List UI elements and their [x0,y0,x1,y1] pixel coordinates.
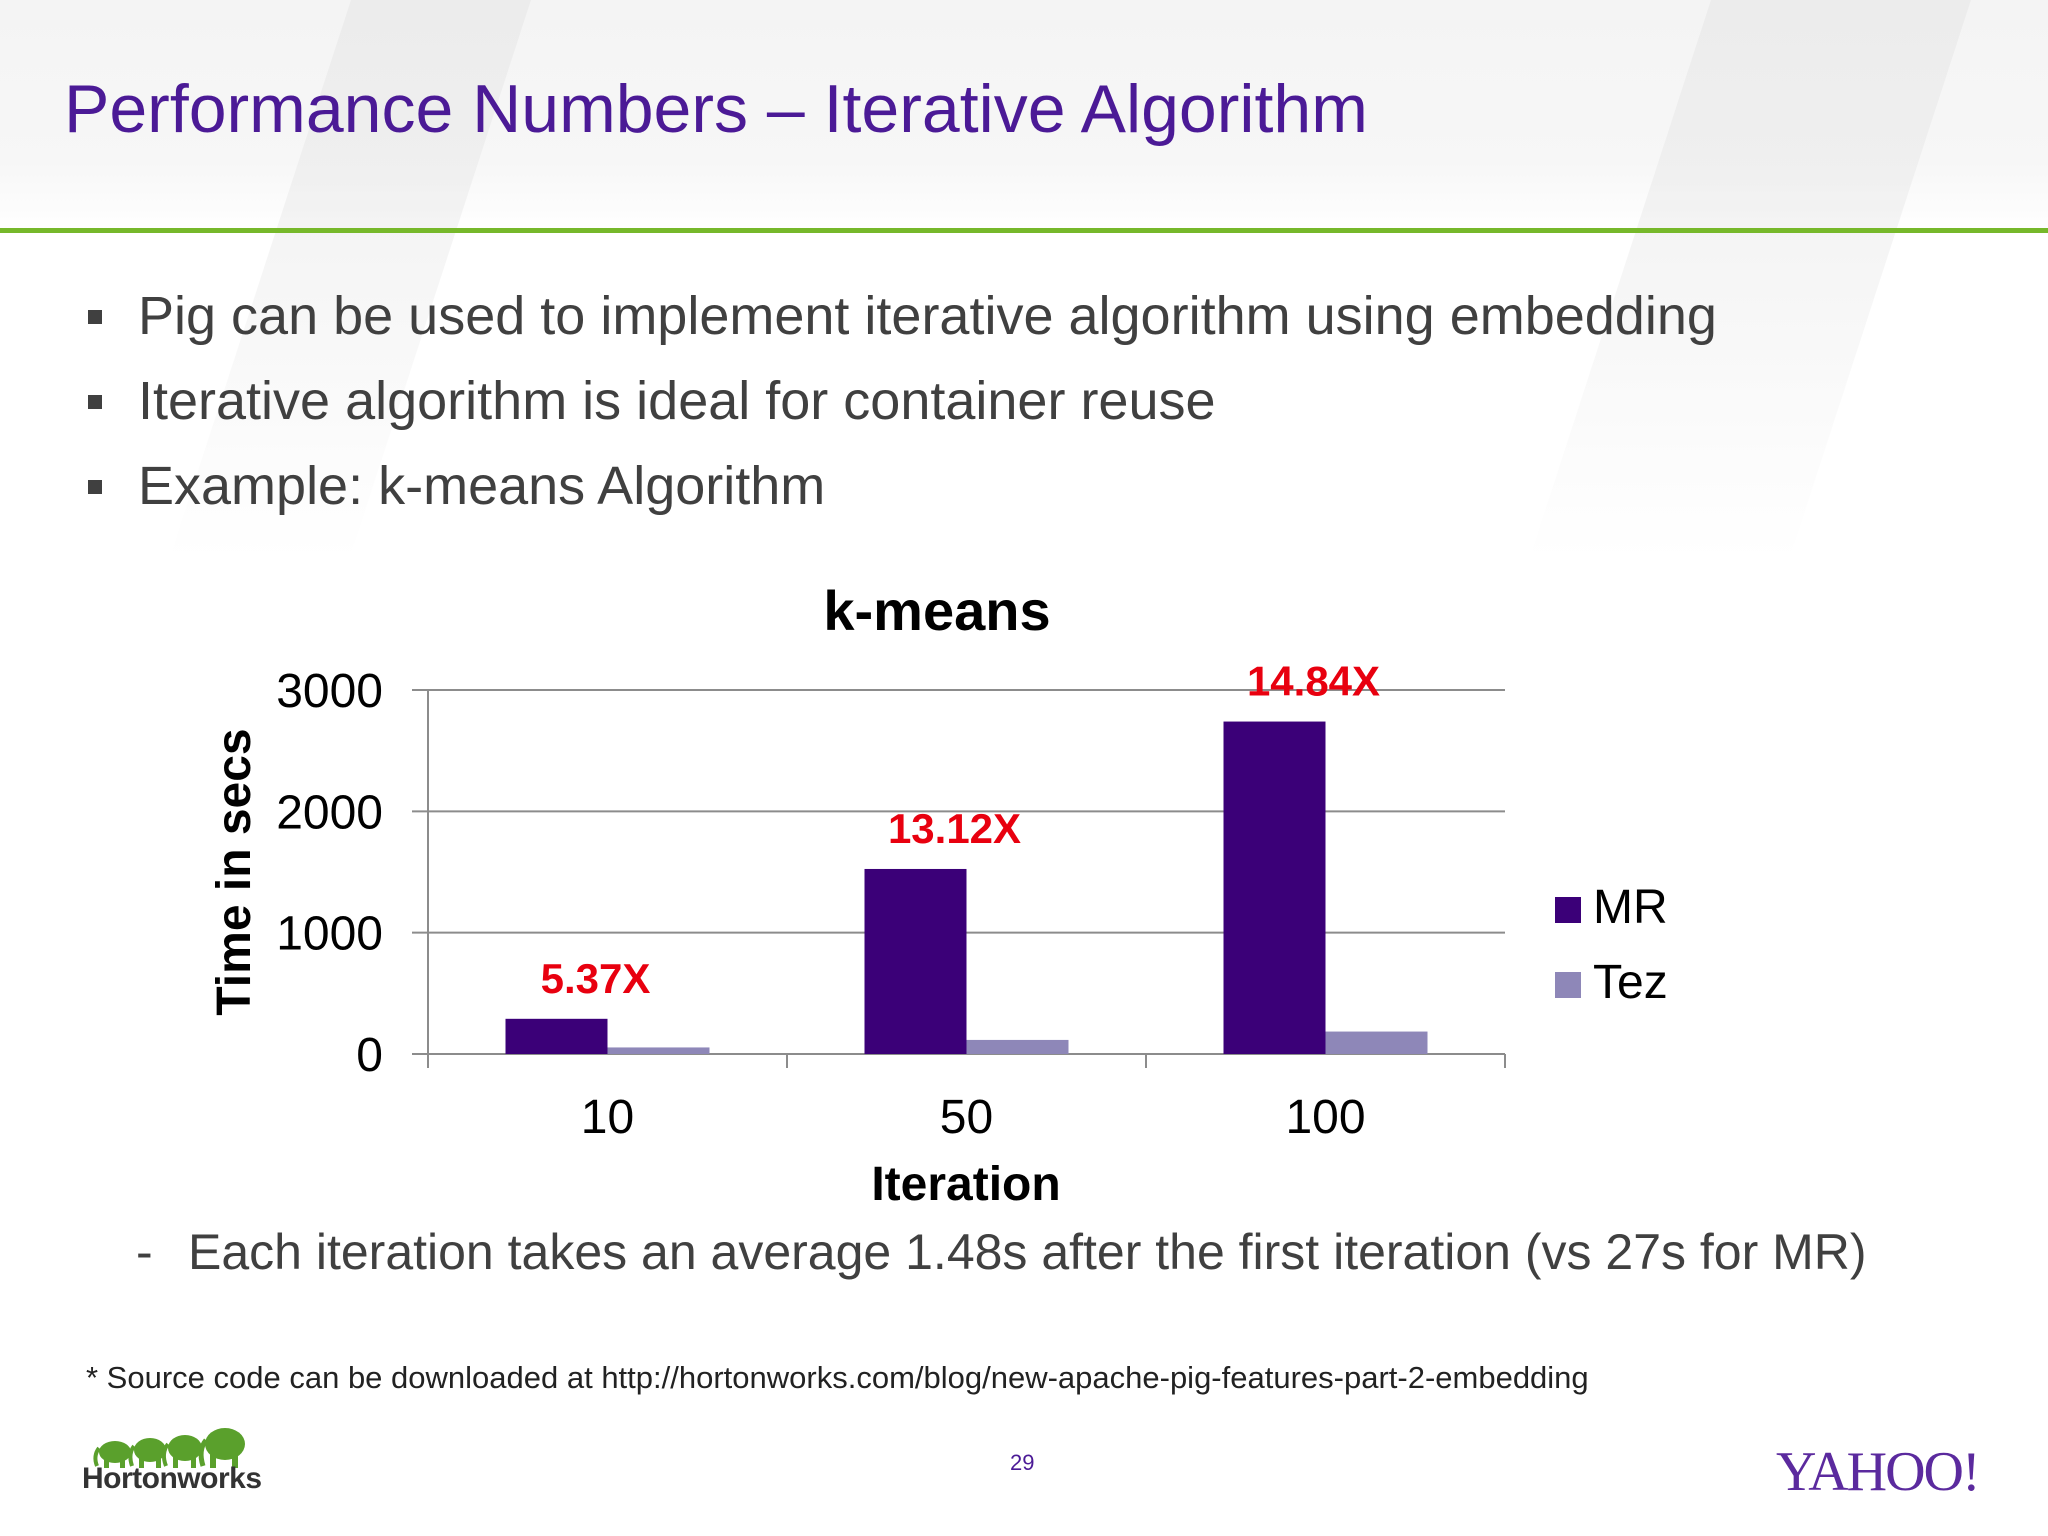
source-note: * Source code can be downloaded at http:… [86,1360,1589,1395]
yahoo-logo: YAHOO! [1776,1441,1981,1503]
legend-label: MR [1593,881,1668,934]
legend-swatch-tez [1555,972,1581,998]
legend-swatch-mr [1555,897,1581,923]
sub-note-text: Each iteration takes an average 1.48s af… [188,1224,1867,1280]
bullet-square-icon [88,310,102,324]
bullet-item: Example: k-means Algorithm [88,455,1717,540]
bullet-list: Pig can be used to implement iterative a… [88,285,1717,540]
y-tick-label: 1000 [276,908,383,961]
hortonworks-logo-text: Hortonworks [82,1462,262,1495]
bullet-item: Iterative algorithm is ideal for contain… [88,370,1717,455]
bar-tez-50 [966,1039,1069,1054]
y-axis-label: Time in secs [208,728,261,1015]
y-tick-label: 0 [356,1029,383,1082]
bullet-text: Pig can be used to implement iterative a… [138,286,1717,346]
x-tick-label: 10 [581,1091,634,1144]
bullet-text: Example: k-means Algorithm [138,456,826,516]
bar-mr-100 [1223,721,1326,1054]
speedup-annotation: 5.37X [541,955,651,1002]
page-number: 29 [1010,1450,1035,1475]
bar-mr-10 [505,1018,608,1054]
x-tick-label: 100 [1285,1091,1365,1144]
legend-label: Tez [1593,956,1668,1009]
bar-tez-10 [607,1047,710,1054]
slide-title: Performance Numbers – Iterative Algorith… [64,71,1368,147]
speedup-annotation: 13.12X [888,805,1021,852]
chart-title: k-means [823,579,1050,642]
bullet-square-icon [88,480,102,494]
bullet-text: Iterative algorithm is ideal for contain… [138,371,1216,431]
bar-tez-100 [1325,1031,1428,1054]
sub-note-dash: - [136,1224,153,1280]
x-tick-label: 50 [940,1091,993,1144]
bar-mr-50 [864,868,967,1054]
y-tick-label: 3000 [276,665,383,718]
hortonworks-elephants-logo [93,1428,245,1468]
y-tick-label: 2000 [276,786,383,839]
bullet-square-icon [88,395,102,409]
speedup-annotation: 14.84X [1247,658,1380,705]
x-axis-label: Iteration [871,1158,1060,1211]
sub-note: - Each iteration takes an average 1.48s a… [136,1223,1867,1281]
bullet-item: Pig can be used to implement iterative a… [88,285,1717,370]
title-divider [0,228,2048,233]
